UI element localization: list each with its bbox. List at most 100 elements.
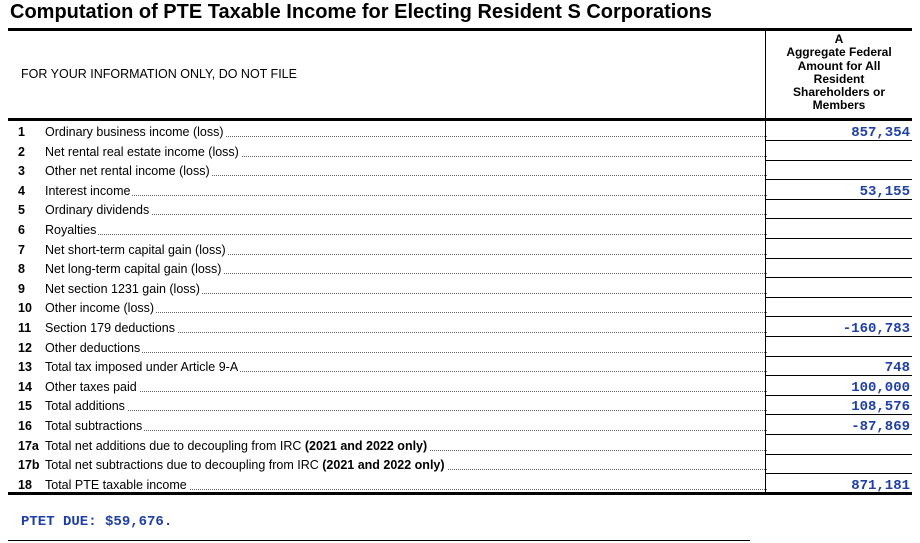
column-separator bbox=[765, 31, 766, 492]
line-label: Total additions bbox=[45, 399, 767, 414]
line-number: 4 bbox=[18, 183, 25, 198]
line-item-row: 10 Other income (loss) bbox=[8, 298, 912, 318]
header-rule bbox=[8, 118, 912, 121]
line-label-main: Section 179 deductions bbox=[45, 321, 175, 335]
column-header-line: Shareholders or bbox=[792, 85, 886, 100]
line-item-row: 4 Interest income 53,155 bbox=[8, 181, 912, 201]
line-label: Total net subtractions due to decoupling… bbox=[45, 458, 767, 473]
line-item-row: 2 Net rental real estate income (loss) bbox=[8, 142, 912, 162]
column-header-line: Members bbox=[812, 98, 866, 113]
amount-cell-rule bbox=[766, 277, 912, 279]
line-label-main: Total additions bbox=[45, 399, 125, 414]
line-number: 8 bbox=[18, 262, 25, 277]
line-item-row: 3 Other net rental income (loss) bbox=[8, 161, 912, 181]
line-item-row: 15 Total additions 108,576 bbox=[8, 396, 912, 416]
line-number: 15 bbox=[18, 399, 32, 414]
line-label-text: Total PTE taxable income bbox=[45, 477, 189, 492]
line-number: 6 bbox=[18, 223, 25, 237]
line-item-row: 14 Other taxes paid 100,000 bbox=[8, 377, 912, 397]
line-label-text: Other taxes paid bbox=[45, 379, 139, 394]
line-amount: 748 bbox=[884, 360, 910, 377]
line-item-row: 8 Net long-term capital gain (loss) bbox=[8, 259, 912, 279]
column-letter: A bbox=[834, 32, 844, 46]
top-rule bbox=[8, 28, 912, 31]
amount-cell-rule bbox=[766, 434, 912, 435]
line-label: Net short-term capital gain (loss) bbox=[45, 242, 767, 258]
amount-cell-rule bbox=[766, 218, 912, 220]
line-item-row: 5 Ordinary dividends bbox=[8, 200, 912, 220]
line-number: 5 bbox=[18, 203, 25, 218]
line-amount: 53,155 bbox=[859, 183, 910, 200]
amount-cell-rule bbox=[766, 179, 912, 181]
line-label: Other deductions bbox=[45, 340, 767, 356]
line-label-text: Net long-term capital gain (loss) bbox=[45, 262, 224, 277]
line-label-text: Ordinary business income (loss) bbox=[45, 125, 226, 139]
line-label-main: Other taxes paid bbox=[45, 379, 137, 394]
line-item-row: 6 Royalties bbox=[8, 220, 912, 240]
line-item-row: 12 Other deductions bbox=[8, 338, 912, 358]
line-item-row: 9 Net section 1231 gain (loss) bbox=[8, 279, 912, 299]
line-amount: 857,354 bbox=[851, 125, 910, 141]
line-amount: 100,000 bbox=[851, 379, 910, 396]
line-label: Other income (loss) bbox=[45, 301, 767, 316]
line-number: 16 bbox=[18, 419, 32, 433]
line-label-text: Net short-term capital gain (loss) bbox=[45, 242, 228, 257]
line-label-main: Net long-term capital gain (loss) bbox=[45, 262, 222, 277]
amount-cell-rule bbox=[766, 140, 912, 141]
line-label-main: Net rental real estate income (loss) bbox=[45, 144, 239, 159]
amount-cell-rule bbox=[766, 453, 912, 455]
line-label-main: Total tax imposed under Article 9-A bbox=[45, 360, 239, 375]
line-item-row: 13 Total tax imposed under Article 9-A 748 bbox=[8, 357, 912, 377]
line-label-text: Other deductions bbox=[45, 340, 143, 355]
amount-cell-rule bbox=[766, 414, 912, 416]
line-label-main: Ordinary dividends bbox=[45, 203, 150, 218]
line-number: 17b bbox=[18, 458, 40, 473]
line-label-text: Other net rental income (loss) bbox=[45, 164, 212, 179]
line-label-main: Total net additions due to decoupling fr… bbox=[45, 438, 302, 453]
amount-cell-rule bbox=[766, 198, 912, 200]
line-item-row: 16 Total subtractions -87,869 bbox=[8, 416, 912, 436]
amount-cell-rule bbox=[766, 473, 912, 475]
line-label: Royalties bbox=[45, 223, 767, 238]
line-label: Net long-term capital gain (loss) bbox=[45, 262, 767, 277]
line-number: 1 bbox=[18, 125, 25, 139]
amount-cell-rule bbox=[766, 336, 912, 337]
line-label: Ordinary dividends bbox=[45, 203, 767, 218]
line-label-main: Ordinary business income (loss) bbox=[45, 125, 224, 139]
line-label-note: (2021 and 2022 only) bbox=[322, 458, 445, 473]
line-label: Interest income bbox=[45, 183, 767, 199]
column-a-header: A Aggregate Federal Amount for All Resid… bbox=[768, 32, 910, 113]
line-label: Section 179 deductions bbox=[45, 321, 767, 336]
line-label: Other net rental income (loss) bbox=[45, 164, 767, 179]
line-number: 14 bbox=[18, 379, 32, 394]
line-label: Total PTE taxable income bbox=[45, 477, 767, 493]
amount-cell-rule bbox=[766, 159, 912, 161]
line-label-text: Interest income bbox=[45, 183, 133, 198]
line-amount: 108,576 bbox=[851, 399, 910, 416]
line-number: 12 bbox=[18, 340, 32, 355]
line-number: 7 bbox=[18, 242, 25, 257]
amount-cell-rule bbox=[766, 257, 912, 259]
amount-cell-rule bbox=[766, 355, 912, 357]
line-item-row: 18 Total PTE taxable income 871,181 bbox=[8, 475, 912, 495]
line-label-text: Total subtractions bbox=[45, 419, 145, 433]
column-header-line: Aggregate Federal bbox=[786, 45, 892, 60]
line-label-main: Other income (loss) bbox=[45, 301, 155, 316]
line-amount: 871,181 bbox=[851, 477, 910, 494]
line-label-main: Net short-term capital gain (loss) bbox=[45, 242, 226, 257]
line-label: Net rental real estate income (loss) bbox=[45, 144, 767, 160]
amount-cell-rule bbox=[766, 316, 912, 318]
amount-cell-rule bbox=[766, 492, 912, 494]
line-number: 10 bbox=[18, 301, 32, 316]
form-title: Computation of PTE Taxable Income for El… bbox=[10, 1, 712, 23]
line-item-row: 17a Total net additions due to decoupling… bbox=[8, 436, 912, 456]
amount-cell-rule bbox=[766, 375, 912, 377]
line-label-main: Total subtractions bbox=[45, 419, 143, 433]
line-amount: -87,869 bbox=[851, 419, 910, 435]
line-number: 9 bbox=[18, 281, 25, 296]
line-label-text: Total additions bbox=[45, 399, 127, 414]
amount-cell-rule bbox=[766, 394, 912, 396]
line-label: Total tax imposed under Article 9-A bbox=[45, 360, 767, 375]
line-label-text: Other income (loss) bbox=[45, 301, 157, 316]
line-label-main: Royalties bbox=[45, 223, 97, 237]
